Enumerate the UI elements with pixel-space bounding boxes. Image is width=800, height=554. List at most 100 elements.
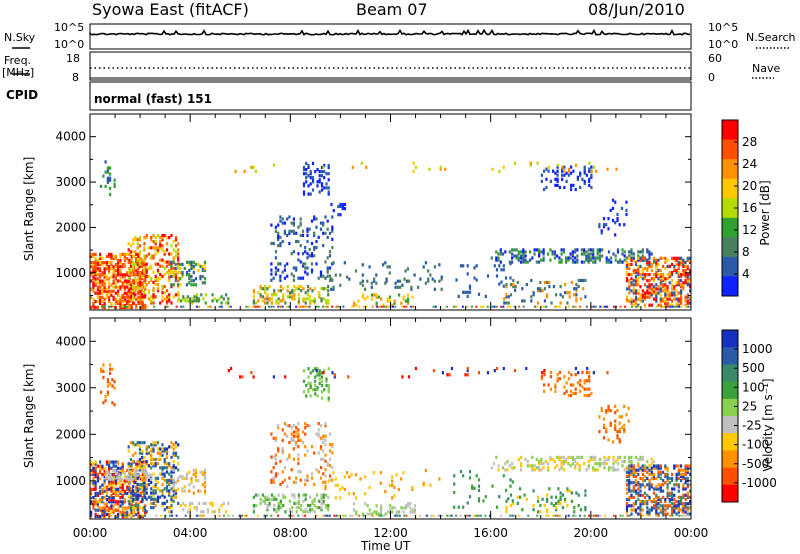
heatmap-cell — [511, 499, 514, 503]
heatmap-cell — [327, 503, 330, 508]
heatmap-cell — [132, 262, 135, 266]
heatmap-cell — [673, 493, 676, 497]
heatmap-cell — [172, 466, 175, 470]
heatmap-cell — [630, 273, 633, 277]
heatmap-cell — [550, 301, 553, 305]
heatmap-cell — [185, 283, 189, 287]
heatmap-cell — [114, 502, 117, 506]
heatmap-cell — [650, 268, 653, 273]
heatmap-cell — [172, 447, 175, 451]
heatmap-cell — [689, 256, 692, 260]
heatmap-cell — [567, 173, 570, 177]
heatmap-cell — [156, 248, 160, 252]
heatmap-cell — [90, 481, 93, 485]
heatmap-cell — [548, 487, 551, 491]
heatmap-cell — [291, 295, 294, 299]
heatmap-cell — [150, 278, 153, 283]
heatmap-cell — [564, 499, 567, 503]
heatmap-cell — [304, 422, 307, 426]
heatmap-cell — [537, 287, 540, 291]
heatmap-cell — [486, 274, 490, 278]
heatmap-cell — [464, 373, 467, 377]
heatmap-cell — [587, 248, 590, 252]
heatmap-cell — [531, 256, 534, 260]
heatmap-cell — [277, 426, 280, 430]
heatmap-cell — [607, 258, 611, 262]
heatmap-cell — [643, 266, 647, 271]
heatmap-cell — [322, 449, 325, 453]
heatmap-cell — [147, 475, 150, 479]
heatmap-cell — [308, 227, 311, 231]
heatmap-cell — [677, 500, 680, 504]
heatmap-cell — [354, 473, 358, 477]
heatmap-cell — [556, 377, 559, 381]
heatmap-cell — [364, 297, 367, 301]
heatmap-cell — [286, 457, 289, 461]
heatmap-cell — [327, 190, 330, 194]
heatmap-cell — [156, 495, 160, 499]
heatmap-cell — [250, 165, 253, 169]
heatmap-cell — [199, 275, 202, 279]
heatmap-cell — [659, 297, 662, 301]
heatmap-cell — [675, 301, 678, 305]
heatmap-cell — [607, 457, 611, 462]
heatmap-cell — [362, 295, 365, 299]
heatmap-cell — [668, 275, 671, 279]
heatmap-cell — [677, 262, 680, 266]
heatmap-cell — [165, 485, 169, 489]
heatmap-cell — [103, 481, 106, 485]
heatmap-cell — [203, 277, 207, 281]
heatmap-cell — [643, 256, 647, 260]
heatmap-cell — [274, 250, 277, 254]
heatmap-cell — [637, 487, 640, 491]
heatmap-cell — [172, 248, 175, 252]
heatmap-cell — [306, 272, 309, 276]
heatmap-cell — [505, 510, 508, 514]
heatmap-cell — [623, 223, 626, 227]
heatmap-cell — [113, 403, 116, 407]
top-panels — [12, 23, 790, 111]
heatmap-cell — [103, 466, 106, 470]
heatmap-cell — [389, 295, 392, 299]
heatmap-cell — [121, 293, 124, 297]
heatmap-cell — [529, 258, 532, 262]
heatmap-cell — [279, 278, 282, 282]
heatmap-cell — [666, 293, 669, 297]
heatmap-cell — [257, 299, 260, 303]
heatmap-cell — [108, 508, 111, 512]
heatmap-cell — [689, 279, 692, 283]
power-cbar-label: Power [dB] — [758, 180, 772, 246]
heatmap-cell — [616, 455, 620, 459]
freq-unit-label: [MHz] — [2, 66, 35, 79]
heatmap-cell — [154, 491, 157, 495]
heatmap-cell — [106, 178, 109, 182]
nsky-panel — [89, 23, 692, 50]
heatmap-cell — [327, 479, 331, 483]
heatmap-cell — [170, 495, 173, 499]
heatmap-cell — [117, 462, 120, 466]
heatmap-cell — [666, 483, 669, 487]
heatmap-cell — [648, 510, 651, 514]
heatmap-cell — [274, 472, 277, 476]
heatmap-cell — [509, 484, 512, 488]
heatmap-cell — [310, 476, 314, 480]
heatmap-cell — [680, 289, 683, 293]
heatmap-cell — [320, 495, 323, 499]
heatmap-cell — [521, 287, 524, 291]
heatmap-cell — [213, 297, 216, 301]
heatmap-cell — [306, 293, 310, 297]
heatmap-cell — [315, 369, 318, 373]
heatmap-cell — [579, 514, 582, 517]
heatmap-cell — [145, 483, 148, 487]
heatmap-cell — [549, 179, 552, 183]
heatmap-cell — [596, 248, 599, 252]
heatmap-cell — [154, 485, 157, 489]
heatmap-cell — [270, 493, 273, 497]
heatmap-cell — [281, 451, 284, 455]
heatmap-cell — [184, 503, 187, 508]
heatmap-cell — [156, 447, 160, 451]
freq-panel — [89, 51, 692, 81]
heatmap-cell — [295, 476, 298, 480]
heatmap-cell — [119, 512, 122, 516]
heatmap-cell — [574, 248, 577, 252]
